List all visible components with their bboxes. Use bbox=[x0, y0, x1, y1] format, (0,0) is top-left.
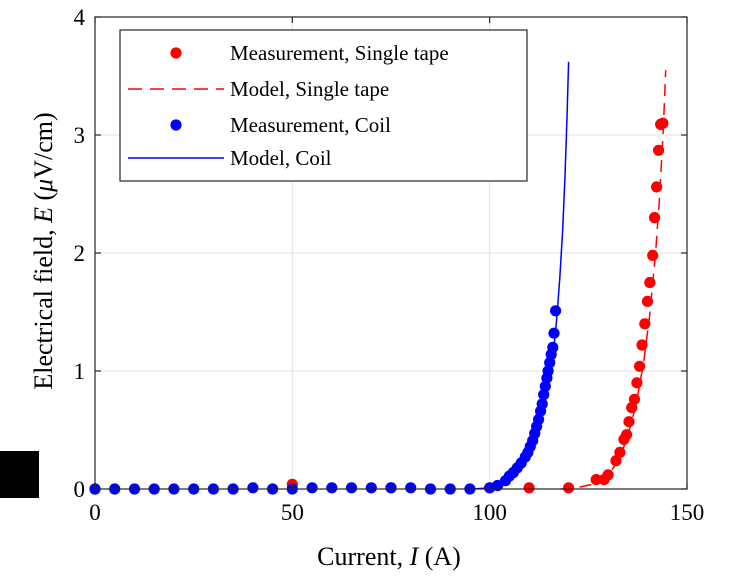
legend-label-2: Measurement, Coil bbox=[230, 113, 391, 137]
x-tick-label: 0 bbox=[89, 500, 101, 525]
data-point-0-21 bbox=[644, 276, 656, 289]
y-axis-title: Electrical field, E (μV/cm) bbox=[29, 112, 58, 389]
x-tick-label: 100 bbox=[472, 500, 507, 525]
legend-label-0: Measurement, Single tape bbox=[230, 41, 449, 65]
data-point-0-19 bbox=[639, 318, 651, 330]
y-tick-label: 3 bbox=[74, 123, 86, 148]
y-tick-label: 4 bbox=[74, 5, 86, 30]
legend-label-3: Model, Coil bbox=[230, 146, 332, 170]
plot-area bbox=[89, 61, 669, 495]
black-block bbox=[0, 451, 39, 498]
data-point-0-16 bbox=[631, 377, 643, 389]
data-point-0-20 bbox=[641, 295, 654, 307]
data-point-2-36 bbox=[538, 389, 550, 401]
data-point-0-25 bbox=[653, 144, 665, 156]
legend: Measurement, Single tape Model, Single ta… bbox=[119, 29, 528, 182]
data-point-0-8 bbox=[602, 469, 614, 481]
data-point-0-17 bbox=[634, 360, 646, 372]
data-point-0-5 bbox=[563, 482, 575, 494]
legend-label-1: Model, Single tape bbox=[230, 77, 389, 101]
x-axis-title: Current, I (A) bbox=[317, 542, 461, 571]
y-tick-label: 0 bbox=[74, 477, 86, 502]
y-tick-label: 1 bbox=[74, 359, 86, 384]
x-tick-label: 50 bbox=[281, 500, 304, 525]
data-point-0-4 bbox=[523, 482, 535, 494]
data-point-2-12 bbox=[326, 482, 338, 494]
data-point-2-44 bbox=[550, 305, 562, 317]
data-point-2-8 bbox=[247, 482, 259, 494]
data-point-2-16 bbox=[405, 482, 417, 494]
legend-marker-0 bbox=[170, 47, 182, 59]
legend-marker-2 bbox=[170, 119, 182, 131]
data-point-2-15 bbox=[385, 482, 397, 494]
legend-box bbox=[119, 29, 528, 182]
data-point-2-14 bbox=[365, 482, 377, 494]
axes: 0 50 100 150 0 1 2 3 4 bbox=[74, 5, 705, 525]
data-point-2-43 bbox=[548, 327, 560, 339]
data-point-2-13 bbox=[345, 482, 358, 494]
data-point-2-35 bbox=[536, 398, 548, 410]
data-point-0-9 bbox=[610, 455, 622, 467]
data-point-0-12 bbox=[621, 429, 633, 441]
data-point-2-42 bbox=[547, 341, 559, 353]
data-point-2-11 bbox=[306, 482, 318, 494]
data-point-0-18 bbox=[636, 339, 648, 351]
data-point-0-13 bbox=[623, 416, 635, 428]
data-point-0-15 bbox=[628, 393, 641, 405]
data-point-0-6 bbox=[590, 474, 602, 486]
data-point-0-27 bbox=[657, 117, 669, 129]
x-tick-label: 150 bbox=[670, 500, 705, 525]
y-tick-label: 2 bbox=[74, 241, 86, 266]
data-point-0-10 bbox=[614, 446, 626, 458]
data-point-0-24 bbox=[651, 181, 663, 193]
data-point-0-23 bbox=[649, 212, 661, 224]
data-point-2-39 bbox=[542, 365, 554, 377]
series-line-1 bbox=[560, 70, 667, 490]
data-point-0-22 bbox=[647, 249, 659, 261]
